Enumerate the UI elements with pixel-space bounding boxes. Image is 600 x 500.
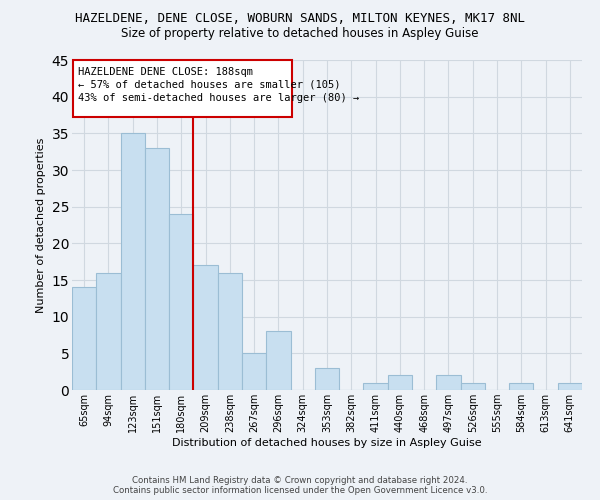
Bar (388, 376, 412, 390)
Text: HAZELDENE, DENE CLOSE, WOBURN SANDS, MILTON KEYNES, MK17 8NL: HAZELDENE, DENE CLOSE, WOBURN SANDS, MIL… (75, 12, 525, 26)
Bar (242, 354, 266, 390)
Bar (121, 134, 145, 390)
Bar (509, 382, 533, 390)
Bar (72, 288, 96, 390)
Bar (145, 148, 169, 390)
Text: ← 57% of detached houses are smaller (105): ← 57% of detached houses are smaller (10… (78, 80, 341, 90)
Bar (193, 266, 218, 390)
FancyBboxPatch shape (73, 60, 292, 117)
Bar (315, 368, 339, 390)
Text: HAZELDENE DENE CLOSE: 188sqm: HAZELDENE DENE CLOSE: 188sqm (78, 66, 253, 76)
Bar (558, 382, 582, 390)
Bar (364, 382, 388, 390)
Text: 43% of semi-detached houses are larger (80) →: 43% of semi-detached houses are larger (… (78, 93, 359, 103)
Bar (461, 382, 485, 390)
Bar (266, 332, 290, 390)
Text: Contains HM Land Registry data © Crown copyright and database right 2024.
Contai: Contains HM Land Registry data © Crown c… (113, 476, 487, 495)
Bar (169, 214, 193, 390)
Y-axis label: Number of detached properties: Number of detached properties (36, 138, 46, 312)
Bar (436, 376, 461, 390)
Bar (218, 272, 242, 390)
Bar (96, 272, 121, 390)
X-axis label: Distribution of detached houses by size in Aspley Guise: Distribution of detached houses by size … (172, 438, 482, 448)
Text: Size of property relative to detached houses in Aspley Guise: Size of property relative to detached ho… (121, 28, 479, 40)
